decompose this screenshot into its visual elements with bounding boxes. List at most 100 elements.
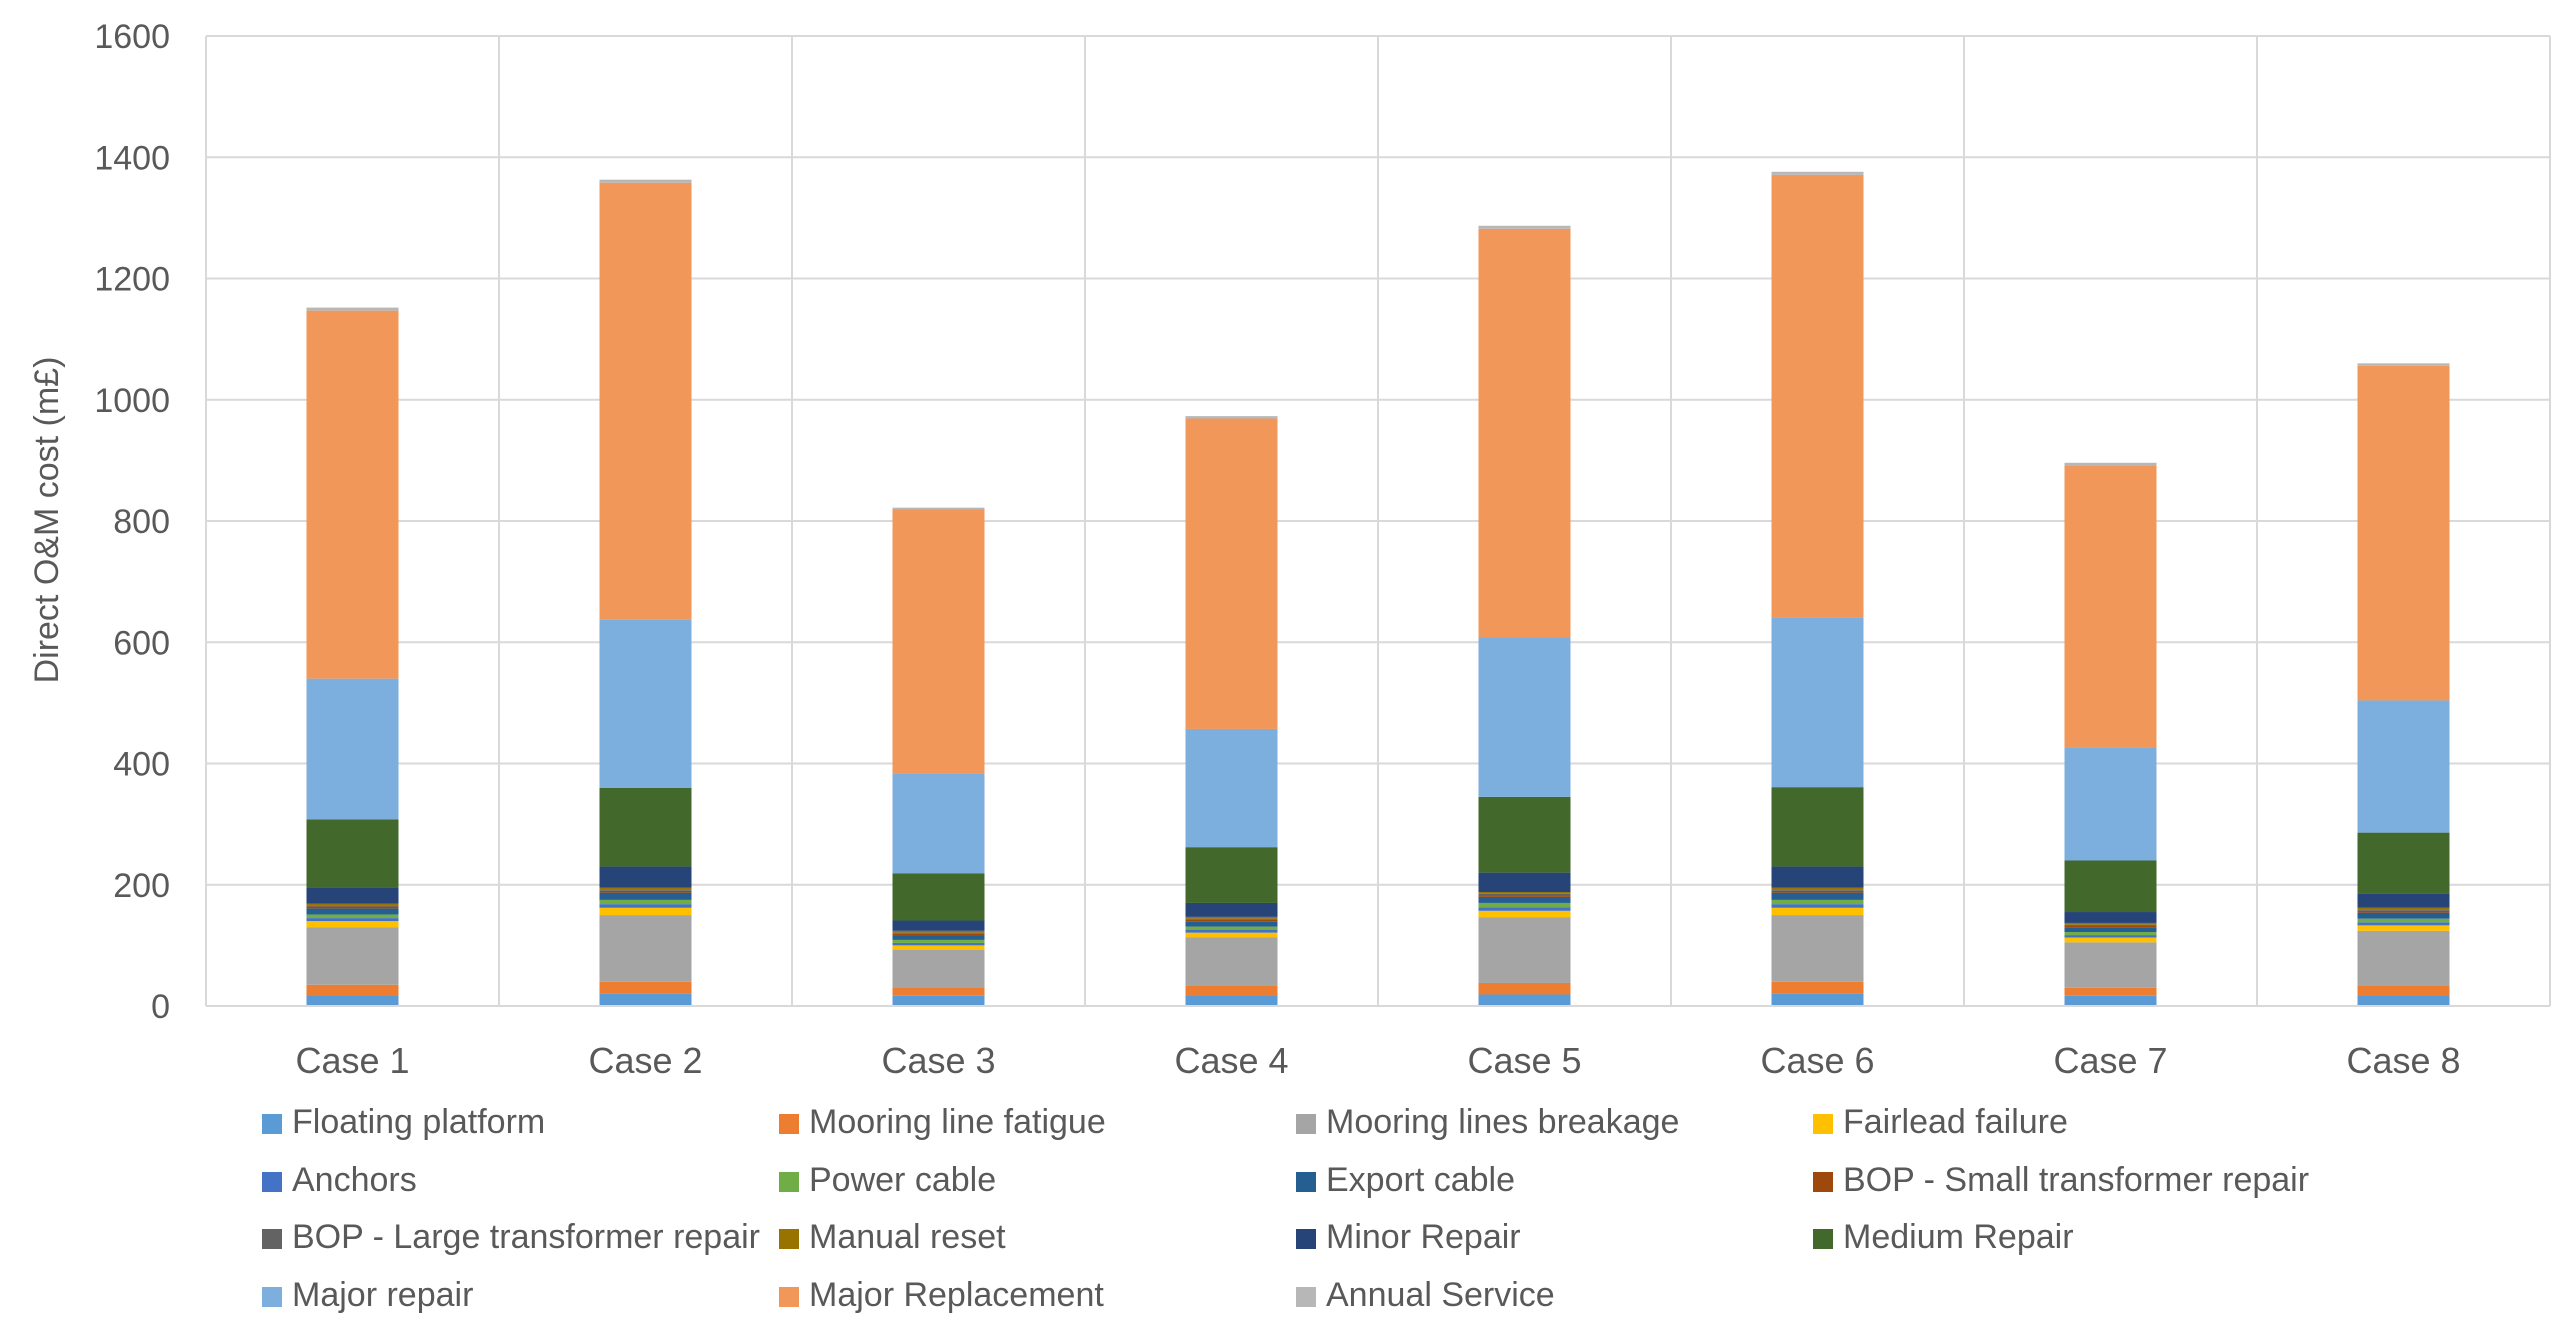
bar-segment <box>1771 887 1864 890</box>
bar-segment <box>1185 926 1278 930</box>
x-tick-label: Case 2 <box>588 1040 702 1081</box>
bar-segment <box>892 995 985 1006</box>
bar-segment <box>1185 985 1278 996</box>
bar-segment <box>1185 932 1278 938</box>
bar-segment <box>599 915 692 982</box>
legend-swatch <box>262 1229 282 1249</box>
x-tick-label: Case 5 <box>1467 1040 1581 1081</box>
legend-swatch <box>1296 1172 1316 1192</box>
bar-segment <box>599 899 692 905</box>
y-tick-label: 800 <box>113 503 170 541</box>
bar-segment <box>2064 987 2157 996</box>
bar-segment <box>2357 995 2450 1006</box>
bar-segment <box>892 920 985 931</box>
y-tick-label: 400 <box>113 746 170 784</box>
bar-segment <box>892 773 985 874</box>
legend-label: Mooring lines breakage <box>1326 1103 1679 1141</box>
legend-label: Anchors <box>292 1161 417 1199</box>
bar-segment <box>2357 700 2450 833</box>
bar-segment <box>2064 912 2157 923</box>
bar-segment <box>892 949 985 988</box>
bar-segment <box>1185 416 1278 419</box>
x-tick-label: Case 7 <box>2053 1040 2167 1081</box>
bar-segment <box>1771 890 1864 893</box>
bar-segment <box>306 310 399 679</box>
legend-swatch <box>262 1172 282 1192</box>
bar-segment <box>599 619 692 788</box>
bar-segment <box>306 908 399 915</box>
bar-segment <box>2357 910 2450 913</box>
bar-segment <box>1185 921 1278 927</box>
bar-segment <box>599 787 692 867</box>
bar-segment <box>1771 981 1864 994</box>
legend-label: Major repair <box>292 1276 473 1314</box>
legend-swatch <box>1296 1229 1316 1249</box>
bar-segment <box>2357 925 2450 931</box>
legend-swatch <box>262 1114 282 1134</box>
legend-label: Power cable <box>809 1161 996 1199</box>
bar-segment <box>1771 866 1864 888</box>
bar-segment <box>2357 985 2450 996</box>
legend-label: Medium Repair <box>1843 1218 2074 1256</box>
bar-segment <box>306 678 399 820</box>
bar-segment <box>1185 418 1278 729</box>
bar-segment <box>2357 893 2450 908</box>
bar-segment <box>892 939 985 943</box>
legend-swatch <box>1813 1114 1833 1134</box>
bar-segment <box>1478 796 1571 873</box>
bar-segment <box>2064 942 2157 988</box>
bar-segment <box>892 945 985 950</box>
bar-segment <box>2357 363 2450 366</box>
bar-segment <box>1478 893 1571 896</box>
bar-segment <box>306 307 399 311</box>
bar-segment <box>1478 994 1571 1006</box>
bar-segment <box>599 182 692 620</box>
bar-segment <box>599 179 692 183</box>
bar-segment <box>599 890 692 893</box>
y-tick-label: 0 <box>151 988 170 1026</box>
bar-segment <box>1185 937 1278 986</box>
legend-swatch <box>779 1229 799 1249</box>
bar-segment <box>1771 171 1864 175</box>
legend-label: Major Replacement <box>809 1276 1104 1314</box>
legend-label: Export cable <box>1326 1161 1515 1199</box>
legend-swatch <box>1296 1114 1316 1134</box>
bar-segment <box>1771 787 1864 867</box>
bar-segment <box>2357 909 2450 911</box>
bar-segment <box>2064 462 2157 466</box>
legend-swatch <box>1296 1287 1316 1307</box>
y-axis-label: Direct O&M cost (m£) <box>28 357 66 684</box>
bar-segment <box>1478 902 1571 908</box>
bar-segment <box>306 984 399 996</box>
bar-segment <box>2357 930 2450 986</box>
bar-segment <box>599 892 692 900</box>
legend-label: Floating platform <box>292 1103 545 1141</box>
y-tick-label: 1600 <box>94 18 170 56</box>
bar-segment <box>1771 907 1864 916</box>
bar-segment <box>306 819 399 888</box>
bar-segment <box>1771 993 1864 1006</box>
bar-segment <box>1185 902 1278 917</box>
legend-label: Annual Service <box>1326 1276 1555 1314</box>
bar-segment <box>2357 918 2450 923</box>
x-tick-label: Case 1 <box>295 1040 409 1081</box>
bar-segment <box>1185 916 1278 919</box>
legend-label: Manual reset <box>809 1218 1006 1256</box>
bar-segment <box>2357 365 2450 701</box>
bar-segment <box>892 507 985 510</box>
bar-segment <box>306 903 399 906</box>
bar-segment <box>1771 892 1864 900</box>
bar-segment <box>2064 747 2157 861</box>
bar-segment <box>892 932 985 934</box>
bar-segment <box>2064 465 2157 748</box>
legend-label: BOP - Small transformer repair <box>1843 1161 2309 1199</box>
bar-segment <box>892 933 985 936</box>
bar-segment <box>1771 899 1864 905</box>
legend-swatch <box>262 1287 282 1307</box>
x-tick-label: Case 4 <box>1174 1040 1288 1081</box>
bar-segment <box>1478 917 1571 983</box>
bar-segment <box>2064 927 2157 933</box>
bar-segment <box>1185 847 1278 903</box>
bar-segment <box>1478 907 1571 911</box>
